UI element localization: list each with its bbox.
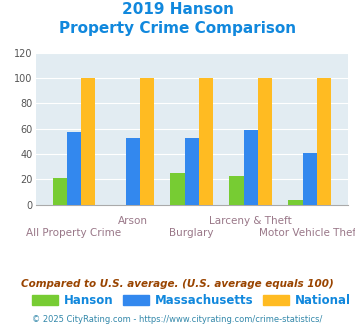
Bar bbox=[199, 78, 213, 205]
Bar bbox=[302, 153, 317, 205]
Bar bbox=[81, 78, 95, 205]
Bar bbox=[53, 178, 67, 205]
Text: Property Crime Comparison: Property Crime Comparison bbox=[59, 21, 296, 36]
Bar bbox=[229, 176, 244, 205]
Bar bbox=[185, 138, 199, 205]
Bar bbox=[170, 173, 185, 205]
Bar bbox=[288, 200, 302, 205]
Text: All Property Crime: All Property Crime bbox=[26, 228, 121, 238]
Text: © 2025 CityRating.com - https://www.cityrating.com/crime-statistics/: © 2025 CityRating.com - https://www.city… bbox=[32, 315, 323, 324]
Legend: Hanson, Massachusetts, National: Hanson, Massachusetts, National bbox=[28, 289, 355, 312]
Bar bbox=[126, 138, 140, 205]
Text: Burglary: Burglary bbox=[169, 228, 214, 238]
Bar bbox=[67, 132, 81, 205]
Text: 2019 Hanson: 2019 Hanson bbox=[121, 2, 234, 16]
Bar bbox=[140, 78, 154, 205]
Text: Motor Vehicle Theft: Motor Vehicle Theft bbox=[259, 228, 355, 238]
Bar bbox=[317, 78, 331, 205]
Bar bbox=[244, 130, 258, 205]
Bar bbox=[258, 78, 272, 205]
Text: Arson: Arson bbox=[118, 216, 148, 226]
Text: Larceny & Theft: Larceny & Theft bbox=[209, 216, 292, 226]
Text: Compared to U.S. average. (U.S. average equals 100): Compared to U.S. average. (U.S. average … bbox=[21, 279, 334, 289]
